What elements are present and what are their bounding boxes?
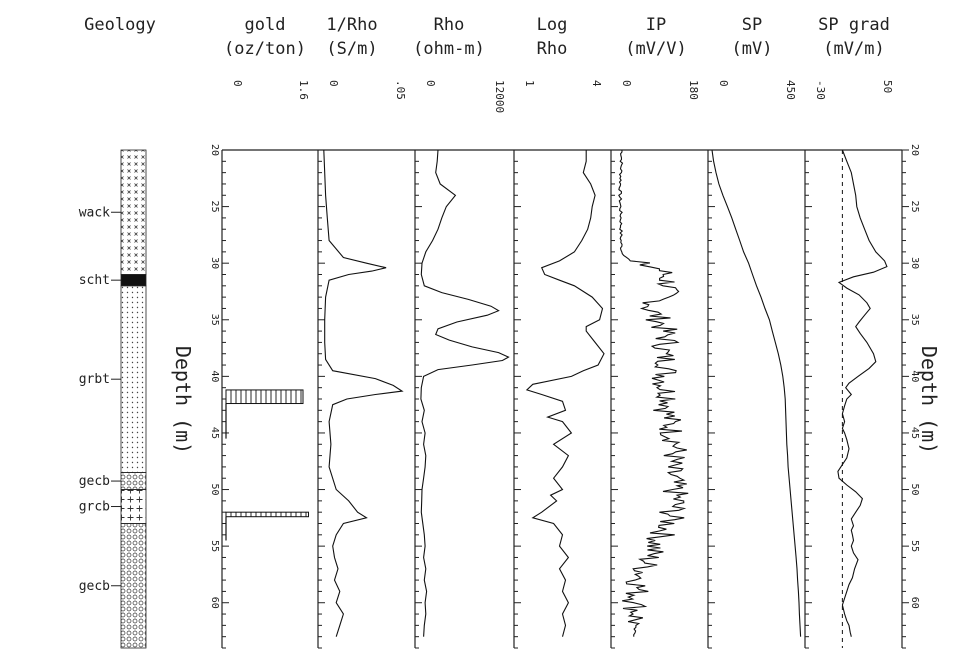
track-name: IP (646, 15, 666, 35)
depth-tick-label: 35 (209, 314, 220, 326)
track-name: gold (245, 15, 286, 35)
depth-tick-label: 25 (209, 201, 220, 213)
depth-tick-label: 50 (909, 484, 920, 496)
depth-tick-label: 55 (209, 540, 220, 552)
geology-header: Geology (84, 15, 156, 35)
track-units: (mV/V) (625, 39, 686, 59)
track-name: Rho (434, 15, 465, 35)
gold-bar (225, 511, 309, 518)
geology-unit-label: grbt (79, 372, 110, 387)
geology-unit (120, 149, 147, 275)
gold-bar (225, 389, 304, 405)
geology-unit (120, 523, 147, 649)
track-trace (837, 149, 888, 637)
depth-tick-label: 35 (909, 314, 920, 326)
track-name: SP (742, 15, 762, 35)
track-range-label: 1.6 (297, 80, 310, 100)
depth-tick-label: 30 (909, 257, 920, 269)
track-name: SP grad (818, 15, 890, 35)
depth-tick-label: 45 (909, 427, 920, 439)
track-units: (oz/ton) (224, 39, 306, 59)
depth-tick-label: 40 (909, 370, 920, 382)
track-units: (S/m) (326, 39, 377, 59)
track-name: Log (537, 15, 568, 35)
geology-unit (120, 285, 147, 473)
track-trace (323, 149, 404, 637)
track-units: (mV) (732, 39, 773, 59)
track-range-label: 0 (327, 80, 340, 87)
depth-tick-label: 60 (909, 597, 920, 609)
track-trace (618, 149, 689, 637)
track-range-label: 180 (687, 80, 700, 100)
track-range-label: 450 (784, 80, 797, 100)
depth-tick-label: 55 (909, 540, 920, 552)
geology-unit-label: scht (79, 273, 110, 288)
depth-axes: 20 25 30 35 40 45 50 55 60 Depth (m) 20 25 30 35 40 45 5… (171, 144, 941, 609)
depth-tick-label: 60 (209, 597, 220, 609)
geology-column: wack scht grbt gecb grcb gecb (79, 149, 147, 649)
track-units: (ohm-m) (413, 39, 485, 59)
track-units: (mV/m) (823, 39, 884, 59)
depth-tick-label: 20 (909, 144, 920, 156)
depth-axis-label: Depth (m) (917, 346, 941, 454)
depth-axis-label: Depth (m) (171, 346, 195, 454)
track-range-label: 0 (231, 80, 244, 87)
geology-unit-label: wack (79, 205, 110, 220)
depth-tick-label: 30 (209, 257, 220, 269)
geology-unit (120, 472, 147, 490)
depth-tick-label: 40 (209, 370, 220, 382)
depth-tick-label: 50 (209, 484, 220, 496)
depth-tick-label: 45 (209, 427, 220, 439)
log-tracks (221, 149, 909, 649)
track-headers: Geology gold (oz/ton) 0 1.6 1/Rho (S/m) 0 .05 Rho… (84, 15, 894, 113)
track-name: 1/Rho (326, 15, 377, 35)
track-range-label: .05 (394, 80, 407, 100)
track-units: Rho (537, 39, 568, 59)
track-range-label: 0 (424, 80, 437, 87)
track-range-label: 12000 (493, 80, 506, 113)
depth-tick-label: 20 (209, 144, 220, 156)
track-range-label: 0 (620, 80, 633, 87)
track-range-label: 4 (590, 80, 603, 87)
depth-tick-label: 25 (909, 201, 920, 213)
geology-unit-label: gecb (79, 579, 110, 594)
geology-unit (120, 274, 147, 287)
geology-unit-label: gecb (79, 474, 110, 489)
track-trace (525, 150, 605, 637)
track-range-label: 50 (881, 80, 894, 93)
track-range-label: 1 (523, 80, 536, 87)
track-range-label: 0 (717, 80, 730, 87)
geology-unit-label: grcb (79, 500, 110, 515)
track-trace (711, 149, 802, 637)
track-trace (420, 149, 510, 637)
geology-unit (120, 489, 147, 524)
track-range-label: -30 (814, 80, 827, 100)
